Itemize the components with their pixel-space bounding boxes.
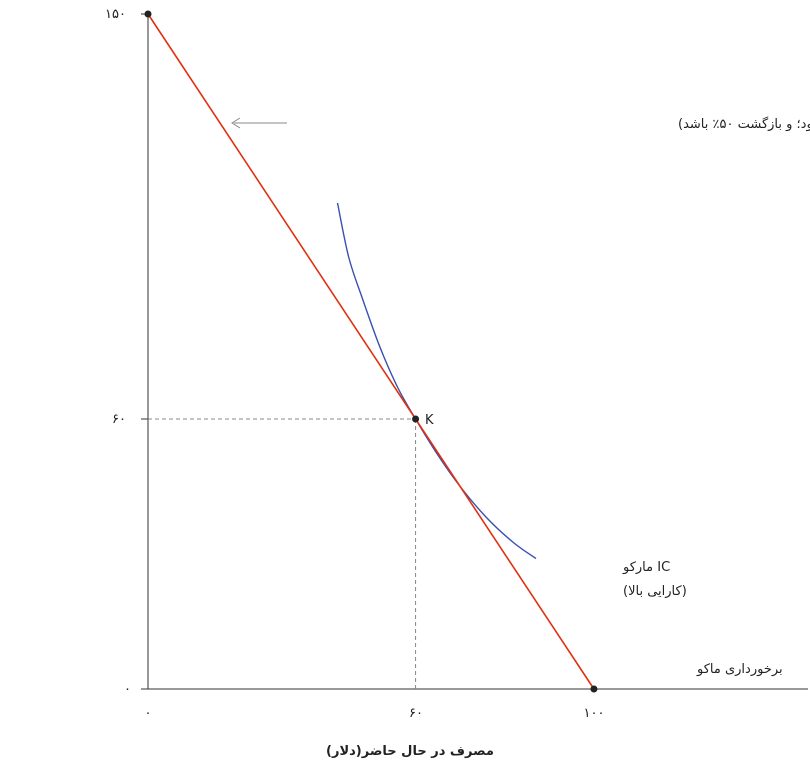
ic-curve <box>336 202 537 560</box>
y-tick-label-60: ۶۰ <box>112 412 126 427</box>
point-ff-intercept-y <box>144 10 152 18</box>
ic-sublabel: (کارایی بالا) <box>623 584 687 599</box>
point-endowment <box>590 685 598 693</box>
x-tick-label-60: ۶۰ <box>409 706 423 721</box>
ff-annotation-arrowhead <box>231 117 241 129</box>
y-tick-label-150: ۱۵۰ <box>105 7 126 22</box>
point-k-label: K <box>425 413 434 428</box>
y-tick-label-0: ۰ <box>124 682 131 697</box>
x-tick-label-100: ۱۰۰ <box>584 706 605 721</box>
x-axis-label: مصرف در حال حاضر(دلار) <box>326 744 494 759</box>
point-k <box>412 415 420 423</box>
ff-line <box>147 13 595 690</box>
ff-annotation: FF (در حالتی که غله سرمایه‌گذاری شود؛ و … <box>678 116 810 132</box>
x-tick-label-0: ۰ <box>145 706 152 721</box>
endowment-label: برخورداری ماکو <box>696 662 783 677</box>
ic-label: IC مارکو <box>622 560 670 575</box>
